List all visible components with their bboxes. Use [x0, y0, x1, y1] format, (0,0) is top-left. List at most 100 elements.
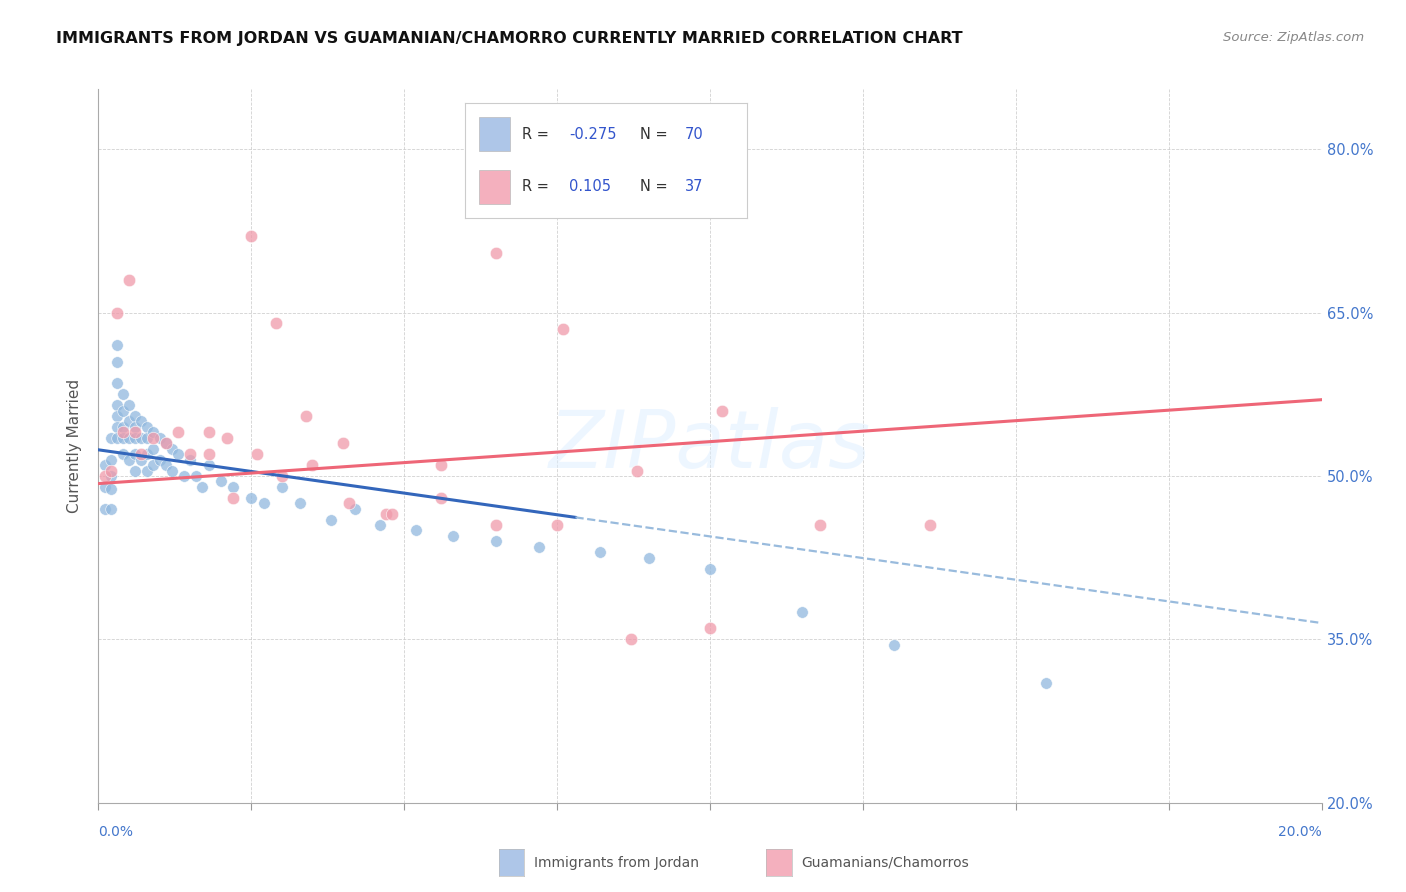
Point	[485, 245, 508, 260]
Point	[118, 273, 141, 287]
Point	[186, 469, 208, 483]
Point	[129, 415, 152, 429]
Point	[111, 447, 134, 461]
Point	[167, 447, 190, 461]
Point	[441, 529, 464, 543]
Point	[93, 458, 115, 472]
Point	[167, 425, 190, 440]
Point	[553, 322, 575, 336]
Point	[301, 458, 323, 472]
Point	[111, 387, 134, 401]
Point	[179, 447, 201, 461]
Point	[111, 403, 134, 417]
Point	[160, 463, 183, 477]
Y-axis label: Currently Married: Currently Married	[67, 379, 83, 513]
Point	[111, 431, 134, 445]
Point	[368, 518, 391, 533]
Point	[93, 501, 115, 516]
Point	[179, 452, 201, 467]
Text: ZIPatlas: ZIPatlas	[548, 407, 872, 485]
Point	[100, 463, 122, 477]
Point	[105, 398, 128, 412]
Point	[118, 398, 141, 412]
Point	[129, 431, 152, 445]
Point	[295, 409, 318, 423]
Point	[129, 452, 152, 467]
Point	[332, 436, 354, 450]
Point	[699, 561, 721, 575]
Point	[142, 431, 165, 445]
Point	[197, 425, 219, 440]
Point	[100, 501, 122, 516]
Point	[485, 534, 508, 549]
Point	[93, 480, 115, 494]
Point	[105, 420, 128, 434]
Point	[430, 491, 453, 505]
Point	[155, 436, 177, 450]
Point	[711, 403, 734, 417]
Point	[589, 545, 612, 559]
Point	[155, 458, 177, 472]
Point	[100, 482, 122, 496]
Point	[222, 491, 245, 505]
Point	[173, 469, 195, 483]
Point	[118, 452, 141, 467]
Point	[430, 458, 453, 472]
Point	[149, 431, 172, 445]
Point	[93, 469, 115, 483]
Point	[149, 452, 172, 467]
Point	[142, 442, 165, 456]
Point	[209, 475, 232, 489]
Point	[142, 425, 165, 440]
Point	[197, 447, 219, 461]
Point	[118, 431, 141, 445]
Point	[1035, 676, 1057, 690]
Point	[124, 447, 146, 461]
Point	[920, 518, 942, 533]
Point	[290, 496, 312, 510]
Point	[142, 458, 165, 472]
Point	[270, 469, 292, 483]
Point	[136, 420, 159, 434]
Point	[485, 518, 508, 533]
Text: Immigrants from Jordan: Immigrants from Jordan	[534, 855, 699, 870]
Text: Source: ZipAtlas.com: Source: ZipAtlas.com	[1223, 31, 1364, 45]
Point	[105, 409, 128, 423]
Point	[129, 447, 152, 461]
Point	[118, 415, 141, 429]
Point	[111, 425, 134, 440]
Point	[619, 632, 641, 647]
Point	[240, 229, 263, 244]
Point	[111, 420, 134, 434]
Point	[136, 463, 159, 477]
Point	[197, 458, 219, 472]
Point	[699, 622, 721, 636]
Point	[808, 518, 831, 533]
Text: IMMIGRANTS FROM JORDAN VS GUAMANIAN/CHAMORRO CURRENTLY MARRIED CORRELATION CHART: IMMIGRANTS FROM JORDAN VS GUAMANIAN/CHAM…	[56, 31, 963, 46]
Point	[405, 524, 427, 538]
Point	[337, 496, 360, 510]
Point	[637, 550, 661, 565]
Point	[105, 431, 128, 445]
Point	[790, 605, 813, 619]
Point	[100, 452, 122, 467]
Point	[246, 447, 269, 461]
Point	[264, 317, 287, 331]
Point	[124, 431, 146, 445]
Point	[215, 431, 238, 445]
Point	[222, 480, 245, 494]
Point	[124, 425, 146, 440]
Point	[100, 469, 122, 483]
Point	[105, 354, 128, 368]
Point	[381, 507, 404, 521]
Point	[155, 436, 177, 450]
Point	[527, 540, 550, 554]
Point	[240, 491, 263, 505]
Point	[374, 507, 396, 521]
Point	[160, 442, 183, 456]
Point	[136, 447, 159, 461]
Point	[136, 431, 159, 445]
Point	[883, 638, 905, 652]
Point	[124, 420, 146, 434]
Point	[105, 305, 128, 319]
